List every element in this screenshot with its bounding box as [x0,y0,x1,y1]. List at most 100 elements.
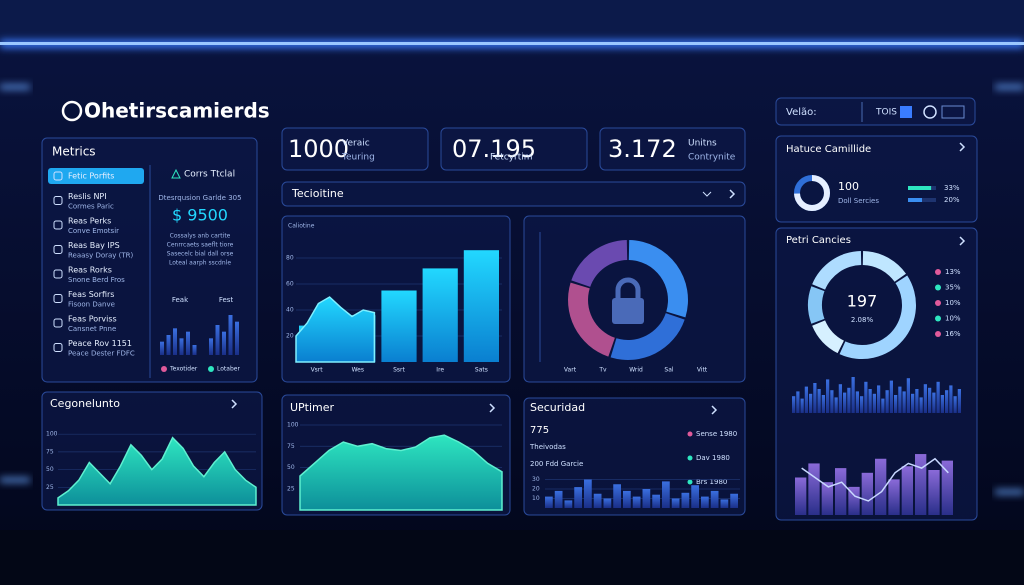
panel [775,97,976,126]
y-tick-label: 10 [532,495,540,502]
bar [915,454,927,515]
icon-button[interactable] [959,236,966,246]
value-label: 10% [945,315,961,323]
label: Dtesrqusion Garlde 305 [158,194,241,202]
bar [809,393,813,413]
bar [179,338,184,355]
x-tick-label: Sal [664,367,673,374]
icon-button[interactable] [711,405,718,415]
legend-swatch [687,431,693,437]
legend-swatch [935,284,941,291]
item-icon[interactable] [53,269,63,279]
bar [940,395,944,413]
donut-segment [808,286,825,324]
icon-button[interactable] [923,105,937,119]
icon-button[interactable] [702,191,712,197]
bar [932,392,936,413]
bar [868,389,872,413]
progress-bar [908,186,932,190]
bar [889,380,893,413]
icon-button[interactable] [729,189,736,199]
bar [808,463,820,515]
bar [875,458,887,515]
icon-button[interactable] [959,142,966,152]
item-icon[interactable] [53,318,63,328]
bar [898,386,902,413]
label: 2.08% [851,316,874,324]
label: Contrynite [688,153,736,163]
bar [949,385,953,413]
kpi-value: 07.195 [452,135,536,163]
floor [0,530,1024,585]
value-label: 20% [944,196,960,204]
item-icon[interactable] [53,294,63,303]
bar [813,383,817,413]
bar [826,379,830,413]
kpi-value: 1000 [288,135,349,163]
bar [821,482,833,515]
ring [794,175,830,211]
brand: Ohetirscamierds [84,99,270,123]
item-icon[interactable] [53,171,63,181]
search-label: Velão: [786,107,817,118]
y-tick-label: 40 [286,307,294,314]
bar [851,377,855,413]
legend-swatch [935,331,941,337]
bar [215,325,220,355]
bar [872,393,876,413]
x-tick-label: Ssrt [393,367,405,374]
y-tick-label: 100 [46,431,58,438]
legend-swatch [161,366,167,372]
list-item-detail: Cormes Paric [68,203,114,211]
y-tick-label: 25 [46,484,54,491]
bar [830,390,834,413]
bar [835,468,847,515]
list-item-selected[interactable] [48,168,144,184]
label: Theivodas [529,443,566,451]
icon-button[interactable] [900,106,912,118]
bar [860,396,864,413]
item-icon[interactable] [53,245,63,254]
y-tick-label: 30 [532,476,540,483]
row-label: Dav 1980 [696,454,730,462]
panel-title: Petri Cancies [786,235,851,246]
panel [523,397,746,516]
note: Cenrrcaets saeflt tiore [167,242,234,249]
list-item: Fetic Porfits [68,172,114,181]
bar [915,389,919,413]
bar [730,493,738,508]
side-light [995,490,1024,494]
icon-button[interactable] [231,399,238,409]
bar [593,493,602,508]
donut-segment [812,251,862,290]
bar [671,498,680,508]
y-tick-label: 60 [286,281,294,288]
value-label: 10% [945,299,961,307]
summary-value: $ 9500 [172,206,228,225]
item-icon[interactable] [53,196,63,205]
list-item: Feas Sorfirs [68,290,114,299]
note: Cossalys anb cartite [170,233,231,240]
value-label: 16% [945,330,961,338]
bar [834,397,838,413]
bar [928,470,940,515]
bar [166,335,171,355]
item-icon[interactable] [53,220,63,230]
bar [632,496,641,508]
label: Veraic [342,139,370,149]
item-icon[interactable] [53,343,63,352]
bar [888,479,900,515]
icon-button[interactable] [489,403,496,413]
row-label: Brs 1980 [696,478,727,486]
legend-label: Texotider [169,366,198,373]
bar [945,390,949,413]
note: Loteal aarph sscdnle [169,260,231,267]
value-label: 13% [945,268,961,276]
bar [894,395,898,413]
bar [192,345,197,355]
x-tick-label: Ire [436,367,444,374]
line [801,457,949,502]
bar [228,315,233,355]
icon-button[interactable] [941,105,965,119]
